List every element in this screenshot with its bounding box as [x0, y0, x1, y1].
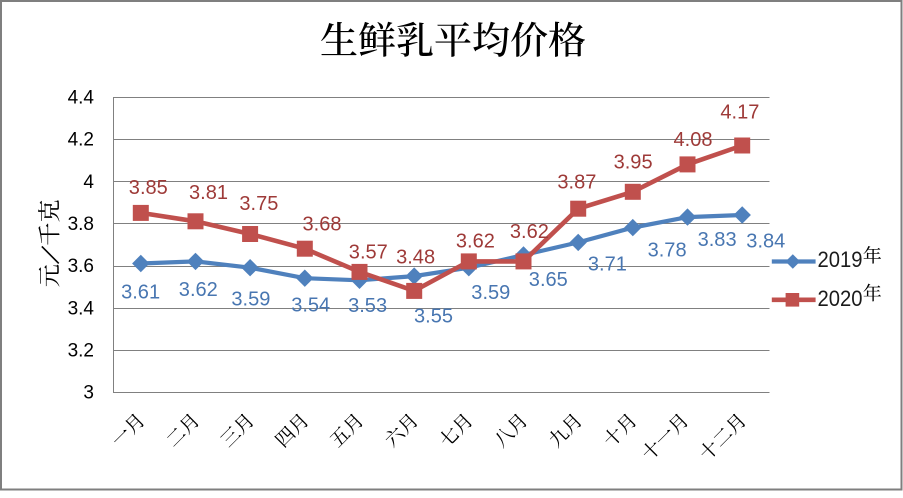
svg-text:3.83: 3.83	[698, 229, 737, 251]
svg-text:4: 4	[83, 172, 94, 193]
svg-text:3.85: 3.85	[129, 177, 168, 199]
svg-text:3.71: 3.71	[588, 253, 627, 275]
svg-text:3.55: 3.55	[414, 306, 453, 328]
svg-text:3.61: 3.61	[121, 281, 160, 303]
svg-text:3.81: 3.81	[189, 182, 228, 204]
svg-text:4.4: 4.4	[68, 88, 95, 109]
svg-text:3.4: 3.4	[68, 298, 95, 319]
svg-text:3.95: 3.95	[614, 152, 653, 174]
svg-text:3.62: 3.62	[179, 279, 218, 301]
svg-text:3.57: 3.57	[349, 241, 388, 263]
svg-text:3.65: 3.65	[529, 269, 568, 291]
svg-text:2020: 2020	[818, 286, 863, 311]
svg-text:3.2: 3.2	[68, 341, 94, 362]
svg-text:4.2: 4.2	[68, 130, 94, 151]
svg-text:3.75: 3.75	[239, 193, 278, 215]
svg-text:3.78: 3.78	[648, 239, 687, 261]
svg-text:4.08: 4.08	[674, 129, 713, 151]
svg-text:3.62: 3.62	[510, 221, 549, 243]
svg-text:3.68: 3.68	[303, 214, 342, 236]
svg-text:3.6: 3.6	[68, 256, 94, 277]
svg-text:3.62: 3.62	[456, 231, 495, 253]
svg-text:3.59: 3.59	[231, 288, 270, 310]
svg-text:3.87: 3.87	[557, 171, 596, 193]
svg-text:3.53: 3.53	[348, 295, 387, 317]
svg-text:3.54: 3.54	[291, 295, 330, 317]
svg-text:3.84: 3.84	[746, 231, 785, 253]
svg-text:4.17: 4.17	[720, 101, 759, 123]
svg-text:2019: 2019	[818, 247, 863, 272]
svg-text:3.59: 3.59	[471, 282, 510, 304]
svg-text:3: 3	[83, 383, 94, 404]
svg-text:3.8: 3.8	[68, 214, 94, 235]
svg-text:3.48: 3.48	[396, 247, 435, 269]
